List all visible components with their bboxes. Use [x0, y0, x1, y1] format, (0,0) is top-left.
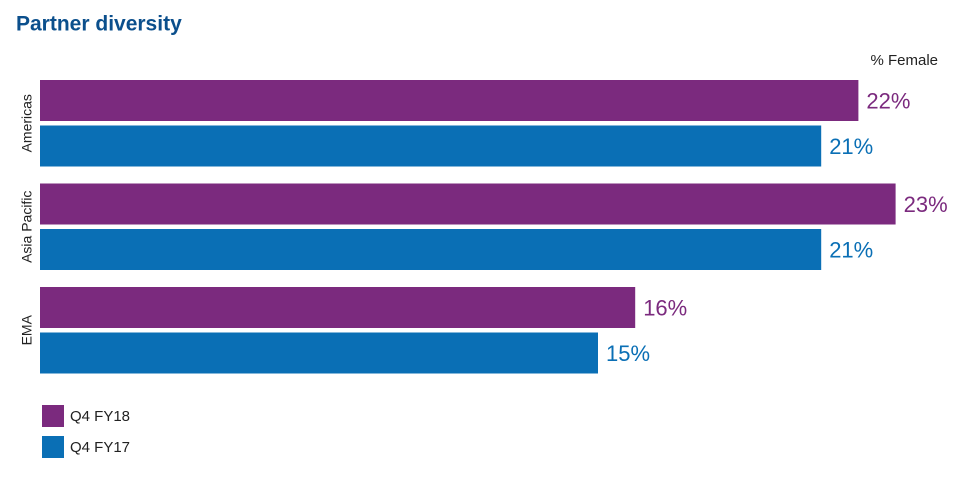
legend-label: Q4 FY17 [70, 439, 130, 456]
bar [40, 125, 822, 167]
value-axis-label: % Female [870, 52, 938, 69]
value-label: 15% [606, 341, 650, 366]
category-label: Americas [19, 94, 35, 152]
value-label: 21% [829, 134, 873, 159]
category-label: Asia Pacific [19, 191, 35, 263]
legend-swatch [42, 405, 64, 427]
legend-label: Q4 FY18 [70, 408, 130, 425]
bar [40, 183, 896, 225]
bar [40, 229, 822, 270]
bar [40, 80, 859, 121]
category-label: EMA [19, 314, 35, 345]
value-label: 22% [866, 88, 910, 113]
value-label: 23% [904, 192, 948, 217]
bar [40, 287, 636, 328]
chart-title: Partner diversity [16, 13, 182, 36]
value-label: 21% [829, 237, 873, 262]
value-label: 16% [643, 295, 687, 320]
bar [40, 332, 598, 374]
legend-swatch [42, 436, 64, 458]
